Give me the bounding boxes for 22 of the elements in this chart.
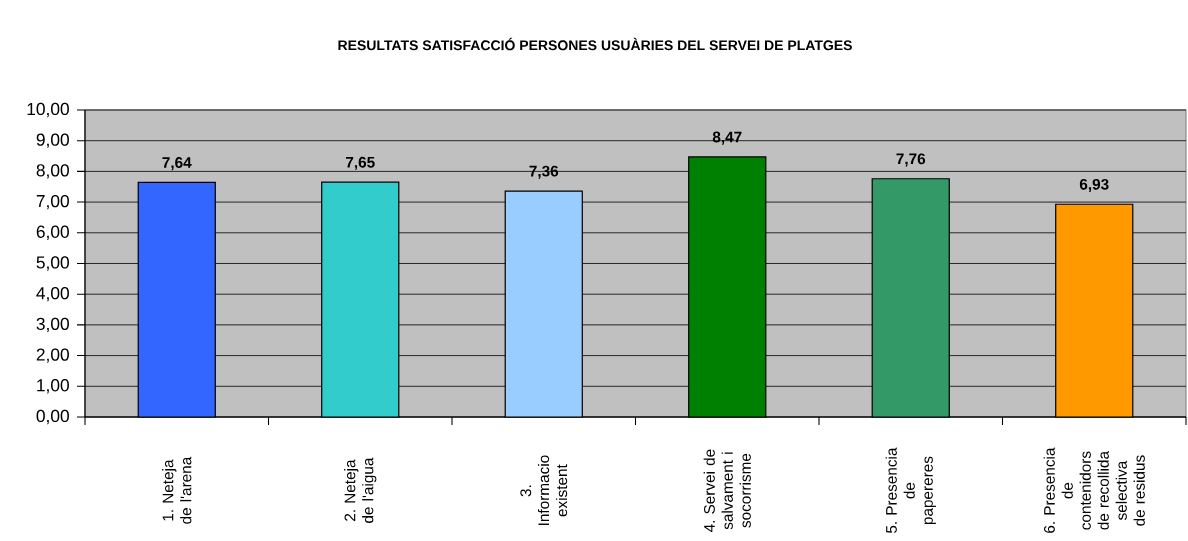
x-tick-label: 3. Informacio existent — [520, 455, 568, 525]
y-tick-label: 7,00 — [36, 194, 69, 210]
x-tick-label: 4. Servei de salvament i socorrisme — [703, 449, 751, 532]
y-tick-label: 4,00 — [36, 287, 69, 302]
y-tick-label: 6,00 — [36, 225, 69, 240]
y-tick-label: 2,00 — [36, 348, 69, 363]
x-tick-label: 6. Presencia de contenidors de recollida selectiva de residus — [1043, 447, 1145, 533]
y-tick-label: 10,00 — [27, 102, 69, 118]
y-tick-label: 3,00 — [36, 317, 69, 333]
y-tick-label: 5,00 — [36, 256, 69, 271]
y-tick-label: 1,00 — [37, 379, 69, 394]
chart-title: RESULTATS SATISFACCIÓ PERSONES USUÀRIES DEL SERVEI DE PLATGES — [338, 37, 852, 51]
data-label: 7,64 — [162, 157, 192, 171]
y-tick-label: 8,00 — [36, 164, 69, 179]
x-tick-label: 2. Neteja de l'aigua — [344, 457, 377, 523]
x-tick-label: 5. Presencia de papereres — [885, 447, 936, 534]
y-tick-label: 0,00 — [36, 409, 69, 425]
data-label: 7,76 — [896, 153, 926, 167]
y-tick-label: 9,00 — [36, 133, 69, 148]
data-label: 6,93 — [1079, 178, 1109, 192]
data-label: 7,65 — [345, 156, 375, 170]
x-tick-label: 1. Neteja de l'arena — [162, 456, 192, 524]
